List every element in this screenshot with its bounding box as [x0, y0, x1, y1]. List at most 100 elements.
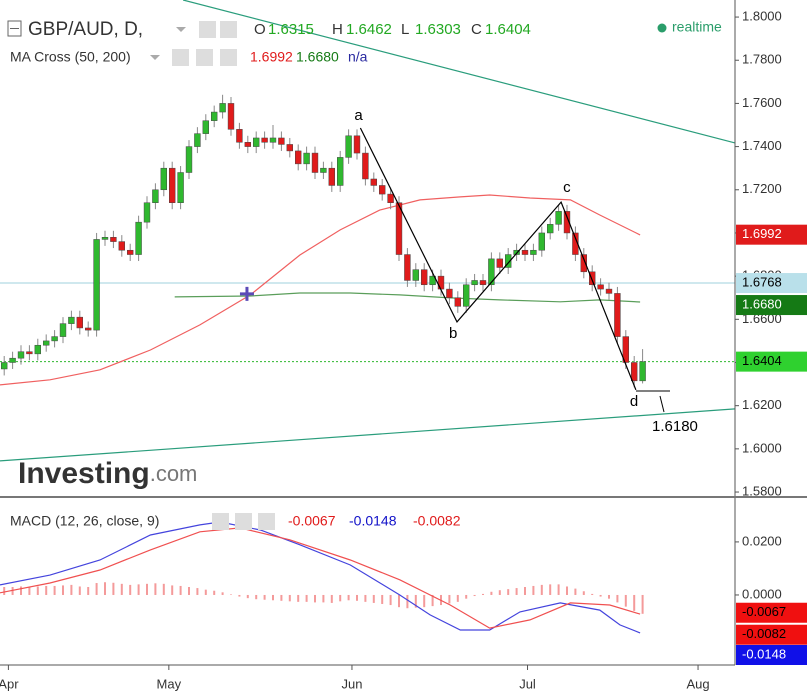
realtime: realtime — [672, 19, 722, 35]
histogram-bar — [566, 586, 568, 595]
price-label-box — [736, 273, 807, 294]
candle-body — [605, 288, 613, 294]
close-value: 1.6404 — [485, 21, 531, 38]
candle-body — [488, 258, 495, 286]
button[interactable] — [196, 49, 213, 66]
candle-body — [303, 152, 310, 165]
ma200-value: 1.6680 — [296, 49, 339, 65]
moving-average — [0, 194, 641, 386]
histogram-bar — [314, 594, 316, 603]
histogram-bar — [641, 594, 644, 614]
histogram-bar — [339, 594, 342, 602]
histogram-bar — [582, 591, 585, 595]
candle-body — [227, 103, 235, 130]
histogram-bar — [431, 594, 434, 607]
histogram-bar — [515, 588, 518, 595]
histogram-bar — [62, 585, 64, 595]
candle-body — [387, 193, 394, 203]
price-label: 1.6404 — [742, 353, 782, 368]
candle-body — [631, 362, 638, 382]
candle-body — [110, 237, 117, 242]
logo-suffix: .com — [150, 461, 198, 486]
histogram-bar — [280, 594, 283, 601]
candle-body — [152, 189, 159, 203]
dropdown[interactable] — [176, 27, 186, 32]
button[interactable] — [258, 513, 275, 530]
candle-body — [101, 237, 109, 240]
button[interactable] — [172, 49, 189, 66]
candle-body — [311, 152, 319, 173]
candle-body — [437, 275, 445, 290]
histogram-bar — [465, 594, 468, 599]
candle-body — [143, 202, 151, 223]
plot: a b c d — [0, 0, 736, 634]
histogram-bar — [78, 586, 81, 595]
candle-body — [1, 362, 8, 370]
candle-body — [580, 254, 587, 273]
histogram-bar — [53, 585, 56, 595]
candle-body — [261, 137, 268, 143]
logo-brand: Investing — [18, 457, 150, 490]
price-label-box — [736, 602, 807, 623]
histogram-bar — [28, 587, 31, 595]
moving-average — [174, 292, 641, 303]
histogram-bar — [524, 587, 526, 595]
histogram-bar — [11, 587, 14, 595]
y-tick-label: 1.6000 — [742, 440, 782, 455]
candle-body — [219, 103, 226, 113]
candle-body — [547, 224, 554, 234]
histogram-bar — [171, 585, 174, 595]
candle-body — [412, 269, 419, 281]
histogram-bar — [95, 583, 98, 595]
candle-body — [34, 344, 41, 355]
low-value: 1.6303 — [415, 21, 461, 38]
price-label: -0.0067 — [742, 604, 786, 619]
histogram-bar — [120, 583, 123, 595]
candle-body — [563, 211, 571, 234]
o-label: O — [254, 21, 266, 38]
x-tick-label: Jun — [341, 676, 362, 691]
dropdown[interactable] — [150, 55, 160, 60]
histogram-bar — [154, 583, 157, 595]
candle-body — [43, 340, 50, 346]
candle-body — [253, 137, 260, 147]
candle-body — [639, 361, 646, 382]
toggle-icon[interactable] — [7, 20, 22, 37]
histogram-bar — [381, 594, 384, 604]
price-label-box — [736, 645, 807, 665]
macd-name: MACD (12, 26, close, 9) — [10, 513, 159, 529]
x-tick-label: May — [157, 676, 182, 691]
candle-body — [194, 133, 201, 147]
button[interactable] — [199, 21, 216, 38]
button[interactable] — [235, 513, 252, 530]
candle-body — [345, 135, 352, 158]
candle-body — [421, 269, 428, 286]
candle-body — [555, 211, 562, 225]
candle-body — [337, 157, 344, 186]
price-label: 1.6992 — [742, 226, 782, 241]
trendline — [0, 408, 736, 462]
button[interactable] — [212, 513, 229, 530]
candle-body — [76, 316, 83, 329]
candle-body — [211, 111, 218, 121]
candle-body — [328, 167, 335, 186]
cross-value: n/a — [348, 49, 368, 65]
candle-body — [513, 249, 520, 255]
histogram-bar — [272, 594, 274, 601]
button[interactable] — [220, 21, 237, 38]
price-label: -0.0082 — [742, 626, 786, 641]
histogram-bar — [624, 594, 627, 607]
histogram-bar — [36, 586, 39, 595]
histogram-bar — [456, 594, 459, 602]
pattern-line — [359, 127, 637, 391]
button[interactable] — [220, 49, 237, 66]
histogram-bar — [608, 594, 610, 599]
candle-body — [454, 297, 461, 307]
histogram-bar — [473, 594, 476, 597]
histogram-bar — [540, 584, 543, 595]
candle-body — [538, 232, 545, 251]
candle-body — [446, 288, 453, 298]
price-label: 1.6680 — [742, 296, 782, 311]
candle-body — [236, 129, 243, 143]
